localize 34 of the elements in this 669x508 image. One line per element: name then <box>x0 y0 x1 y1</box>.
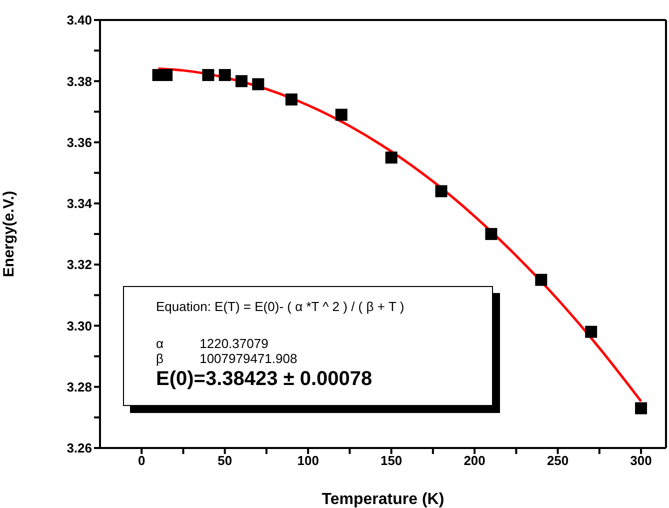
y-tick-label: 3.30 <box>66 318 92 334</box>
point <box>285 93 298 106</box>
point <box>236 75 248 88</box>
point <box>435 185 448 198</box>
y-tick-label: 3.36 <box>66 134 92 150</box>
y-axis-title: Energy(e.V.) <box>0 190 18 278</box>
point <box>202 69 214 82</box>
point <box>252 78 264 90</box>
point <box>160 69 173 82</box>
point <box>635 402 648 414</box>
annotation: E(0)=3.38423 ± 0.00078 <box>156 367 374 392</box>
annotation: β 1007979471.908 <box>156 351 298 366</box>
point <box>585 326 598 338</box>
y-tick-label: 3.28 <box>66 379 92 394</box>
x-tick-label: 150 <box>380 453 402 468</box>
x-tick-label: 100 <box>297 453 319 468</box>
point <box>335 108 348 121</box>
annotation: α 1220.37079 <box>156 336 270 351</box>
point <box>535 274 548 286</box>
y-tick-label: 3.40 <box>66 12 92 28</box>
x-tick-label: 50 <box>218 453 232 468</box>
y-tick-label: 3.32 <box>66 257 92 272</box>
x-tick-label: 200 <box>464 453 486 468</box>
annotation: Equation: E(T) = E(0)- ( α *T ^ 2 ) / ( β + T ) <box>156 299 406 314</box>
y-tick-label: 3.34 <box>66 196 93 212</box>
x-tick-label: 300 <box>630 453 652 468</box>
point <box>485 228 498 240</box>
x-tick-label: 250 <box>546 453 569 468</box>
x-axis-title: Temperature (K) <box>322 491 444 508</box>
point <box>385 152 398 164</box>
x-tick-label: 0 <box>138 453 146 468</box>
y-tick-label: 3.38 <box>66 74 92 89</box>
y-tick-label: 3.26 <box>66 440 92 456</box>
point <box>218 69 231 82</box>
